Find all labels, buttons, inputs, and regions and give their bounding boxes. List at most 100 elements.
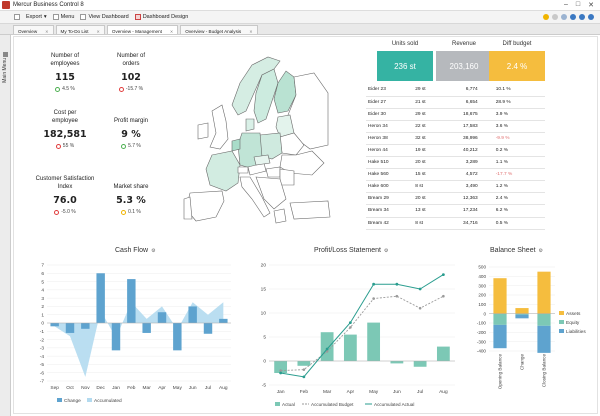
balance-bar-segment[interactable] — [537, 271, 551, 314]
table-row[interactable]: Bream 42 8 st 34,716 0.5 % — [366, 217, 545, 230]
accumulated-actual-point[interactable] — [441, 273, 445, 276]
map-region-france[interactable] — [205, 150, 241, 192]
change-bar[interactable] — [142, 323, 151, 333]
table-row[interactable]: Hake 560 15 st 4,572 -17.7 % — [366, 168, 545, 182]
accumulated-actual-point[interactable] — [279, 371, 283, 375]
map-region-switzerland[interactable] — [237, 166, 249, 174]
actual-bar[interactable] — [367, 322, 381, 361]
maximize-icon[interactable]: □ — [575, 1, 581, 8]
balance-bar-segment[interactable] — [515, 313, 529, 315]
kpi-employees[interactable]: Number of employees 115 4.5 % — [30, 26, 100, 92]
table-row[interactable]: Eider 30 29 st 18,675 3.9 % — [366, 108, 545, 121]
balance-bar-segment[interactable] — [515, 314, 529, 319]
menu-button[interactable]: Menu — [52, 14, 74, 20]
budget-point[interactable] — [442, 294, 445, 298]
table-row[interactable]: Hake 510 20 st 3,289 1.1 % — [366, 156, 545, 170]
change-bar[interactable] — [173, 323, 182, 351]
budget-point[interactable] — [349, 326, 352, 329]
actual-bar[interactable] — [274, 361, 288, 373]
map-region-ireland[interactable] — [197, 122, 209, 140]
table-row[interactable]: Eider 23 29 st 6,774 10.1 % — [366, 84, 545, 97]
balance-bar-segment[interactable] — [515, 308, 529, 314]
change-bar[interactable] — [188, 306, 197, 323]
main-menu-sidebar[interactable]: Main Menu — [0, 24, 11, 416]
tab-my-to-do-list[interactable]: My To-Do List ✕ — [55, 25, 105, 34]
cash-flow-chart[interactable]: 7 6 5 4 3 2 1 0 -1 -2 -3 -4 -5 -6 -7 Sep Oct Nov Dec Jan Feb… — [31, 259, 236, 415]
map-region-russia[interactable] — [287, 72, 329, 150]
info-icon[interactable]: ⚙ — [538, 248, 544, 254]
change-bar[interactable] — [50, 323, 59, 327]
kpi-orders[interactable]: Number of orders 102 -15.7 % — [96, 26, 166, 92]
change-bar[interactable] — [157, 312, 167, 323]
dashboard-design-button[interactable]: Dashboard Design — [134, 14, 188, 20]
balance-sheet-chart[interactable]: 500 400 300 200 100 0 -100 -200 -300 -400 Opening … — [469, 259, 597, 415]
budget-point[interactable] — [279, 369, 282, 372]
balance-bar-segment[interactable] — [493, 324, 507, 349]
map-region-romania[interactable] — [279, 168, 295, 186]
accumulated-actual-point[interactable] — [372, 282, 376, 286]
map-region-ukraine[interactable] — [279, 150, 325, 176]
map-region-sweden[interactable] — [253, 68, 279, 124]
map-region-portugal[interactable] — [183, 196, 193, 220]
notification-icon[interactable] — [543, 14, 549, 20]
minimize-icon[interactable]: – — [563, 1, 568, 8]
export-menu[interactable]: Export ▾ — [26, 14, 47, 20]
actual-bar[interactable] — [343, 334, 357, 361]
change-bar[interactable] — [219, 318, 228, 323]
info-icon[interactable] — [570, 14, 576, 20]
close-icon[interactable]: ✕ — [588, 2, 594, 9]
map-region-balkans[interactable] — [255, 176, 287, 210]
close-tab-icon[interactable]: ✕ — [45, 28, 49, 34]
table-row[interactable]: Bream 29 20 st 12,363 2.4 % — [366, 192, 545, 206]
balance-bar-segment[interactable] — [537, 325, 551, 353]
table-row[interactable]: Eider 27 21 st 6,654 28.9 % — [366, 96, 545, 109]
actual-bar[interactable] — [320, 332, 334, 361]
balance-bar-segment[interactable] — [493, 278, 507, 314]
profit-loss-chart[interactable]: 20 15 10 5 0 -5 Jan Feb Mar Apr May Jun Jul Aug Actual… — [249, 259, 459, 415]
tab-overview-management[interactable]: Overview - Management ✕ — [106, 25, 179, 34]
change-bar[interactable] — [127, 279, 136, 323]
mail-icon[interactable] — [552, 14, 558, 20]
balance-bar-segment[interactable] — [537, 313, 551, 326]
table-row[interactable]: Heron 38 32 st 38,996 -9.9 % — [366, 132, 545, 145]
accumulated-actual-point[interactable] — [302, 375, 306, 379]
change-bar[interactable] — [65, 323, 75, 333]
budget-point[interactable] — [302, 368, 306, 371]
tab-overview[interactable]: Overview ✕ — [13, 25, 54, 34]
close-tab-icon[interactable]: ✕ — [96, 28, 100, 34]
table-row[interactable]: Heron 34 22 st 17,583 3.6 % — [366, 120, 545, 133]
view-dashboard-button[interactable]: View Dashboard — [80, 14, 129, 20]
europe-map[interactable] — [182, 53, 332, 231]
kpi-market-share[interactable]: Market share 5.3 % 0.1 % — [96, 162, 166, 215]
map-region-hungary[interactable] — [265, 166, 281, 178]
kpi-customer-satisfaction[interactable]: Customer Satisfaction Index 76.0 -5.0 % — [24, 162, 106, 215]
budget-point[interactable] — [395, 294, 399, 298]
map-region-italy[interactable] — [239, 176, 271, 218]
map-region-greece[interactable] — [273, 208, 287, 224]
change-bar[interactable] — [203, 323, 213, 334]
actual-bar[interactable] — [297, 361, 311, 366]
close-tab-icon[interactable]: ✕ — [249, 28, 253, 34]
kpi-cost-per-employee[interactable]: Cost per employee 182,581 55 % — [30, 94, 100, 149]
settings-icon[interactable] — [579, 14, 585, 20]
table-row[interactable]: Heron 44 19 st 40,212 0.2 % — [366, 144, 545, 158]
accumulated-actual-point[interactable] — [395, 282, 399, 286]
map-region-poland[interactable] — [259, 132, 283, 160]
map-region-netherlands[interactable] — [231, 138, 241, 152]
actual-bar[interactable] — [436, 346, 450, 361]
info-icon[interactable]: ⚙ — [383, 248, 389, 254]
close-tab-icon[interactable]: ✕ — [169, 28, 174, 34]
actual-bar[interactable] — [390, 361, 404, 364]
change-bar[interactable] — [81, 323, 90, 329]
map-region-uk[interactable] — [209, 104, 229, 150]
kpi-profit-margin[interactable]: Profit margin 9 % 5.7 % — [96, 94, 166, 149]
accumulated-actual-point[interactable] — [418, 287, 422, 291]
document-icon[interactable] — [14, 14, 20, 20]
accumulated-actual-point[interactable] — [325, 347, 329, 351]
balance-bar-segment[interactable] — [493, 313, 507, 325]
table-row[interactable]: Bream 34 13 st 17,234 6.2 % — [366, 204, 545, 218]
info-icon[interactable]: ⚙ — [151, 248, 156, 254]
table-row[interactable]: Hake 600 8 st 3,490 1.2 % — [366, 180, 545, 194]
map-region-denmark[interactable] — [245, 118, 255, 132]
actual-bar[interactable] — [413, 361, 427, 367]
